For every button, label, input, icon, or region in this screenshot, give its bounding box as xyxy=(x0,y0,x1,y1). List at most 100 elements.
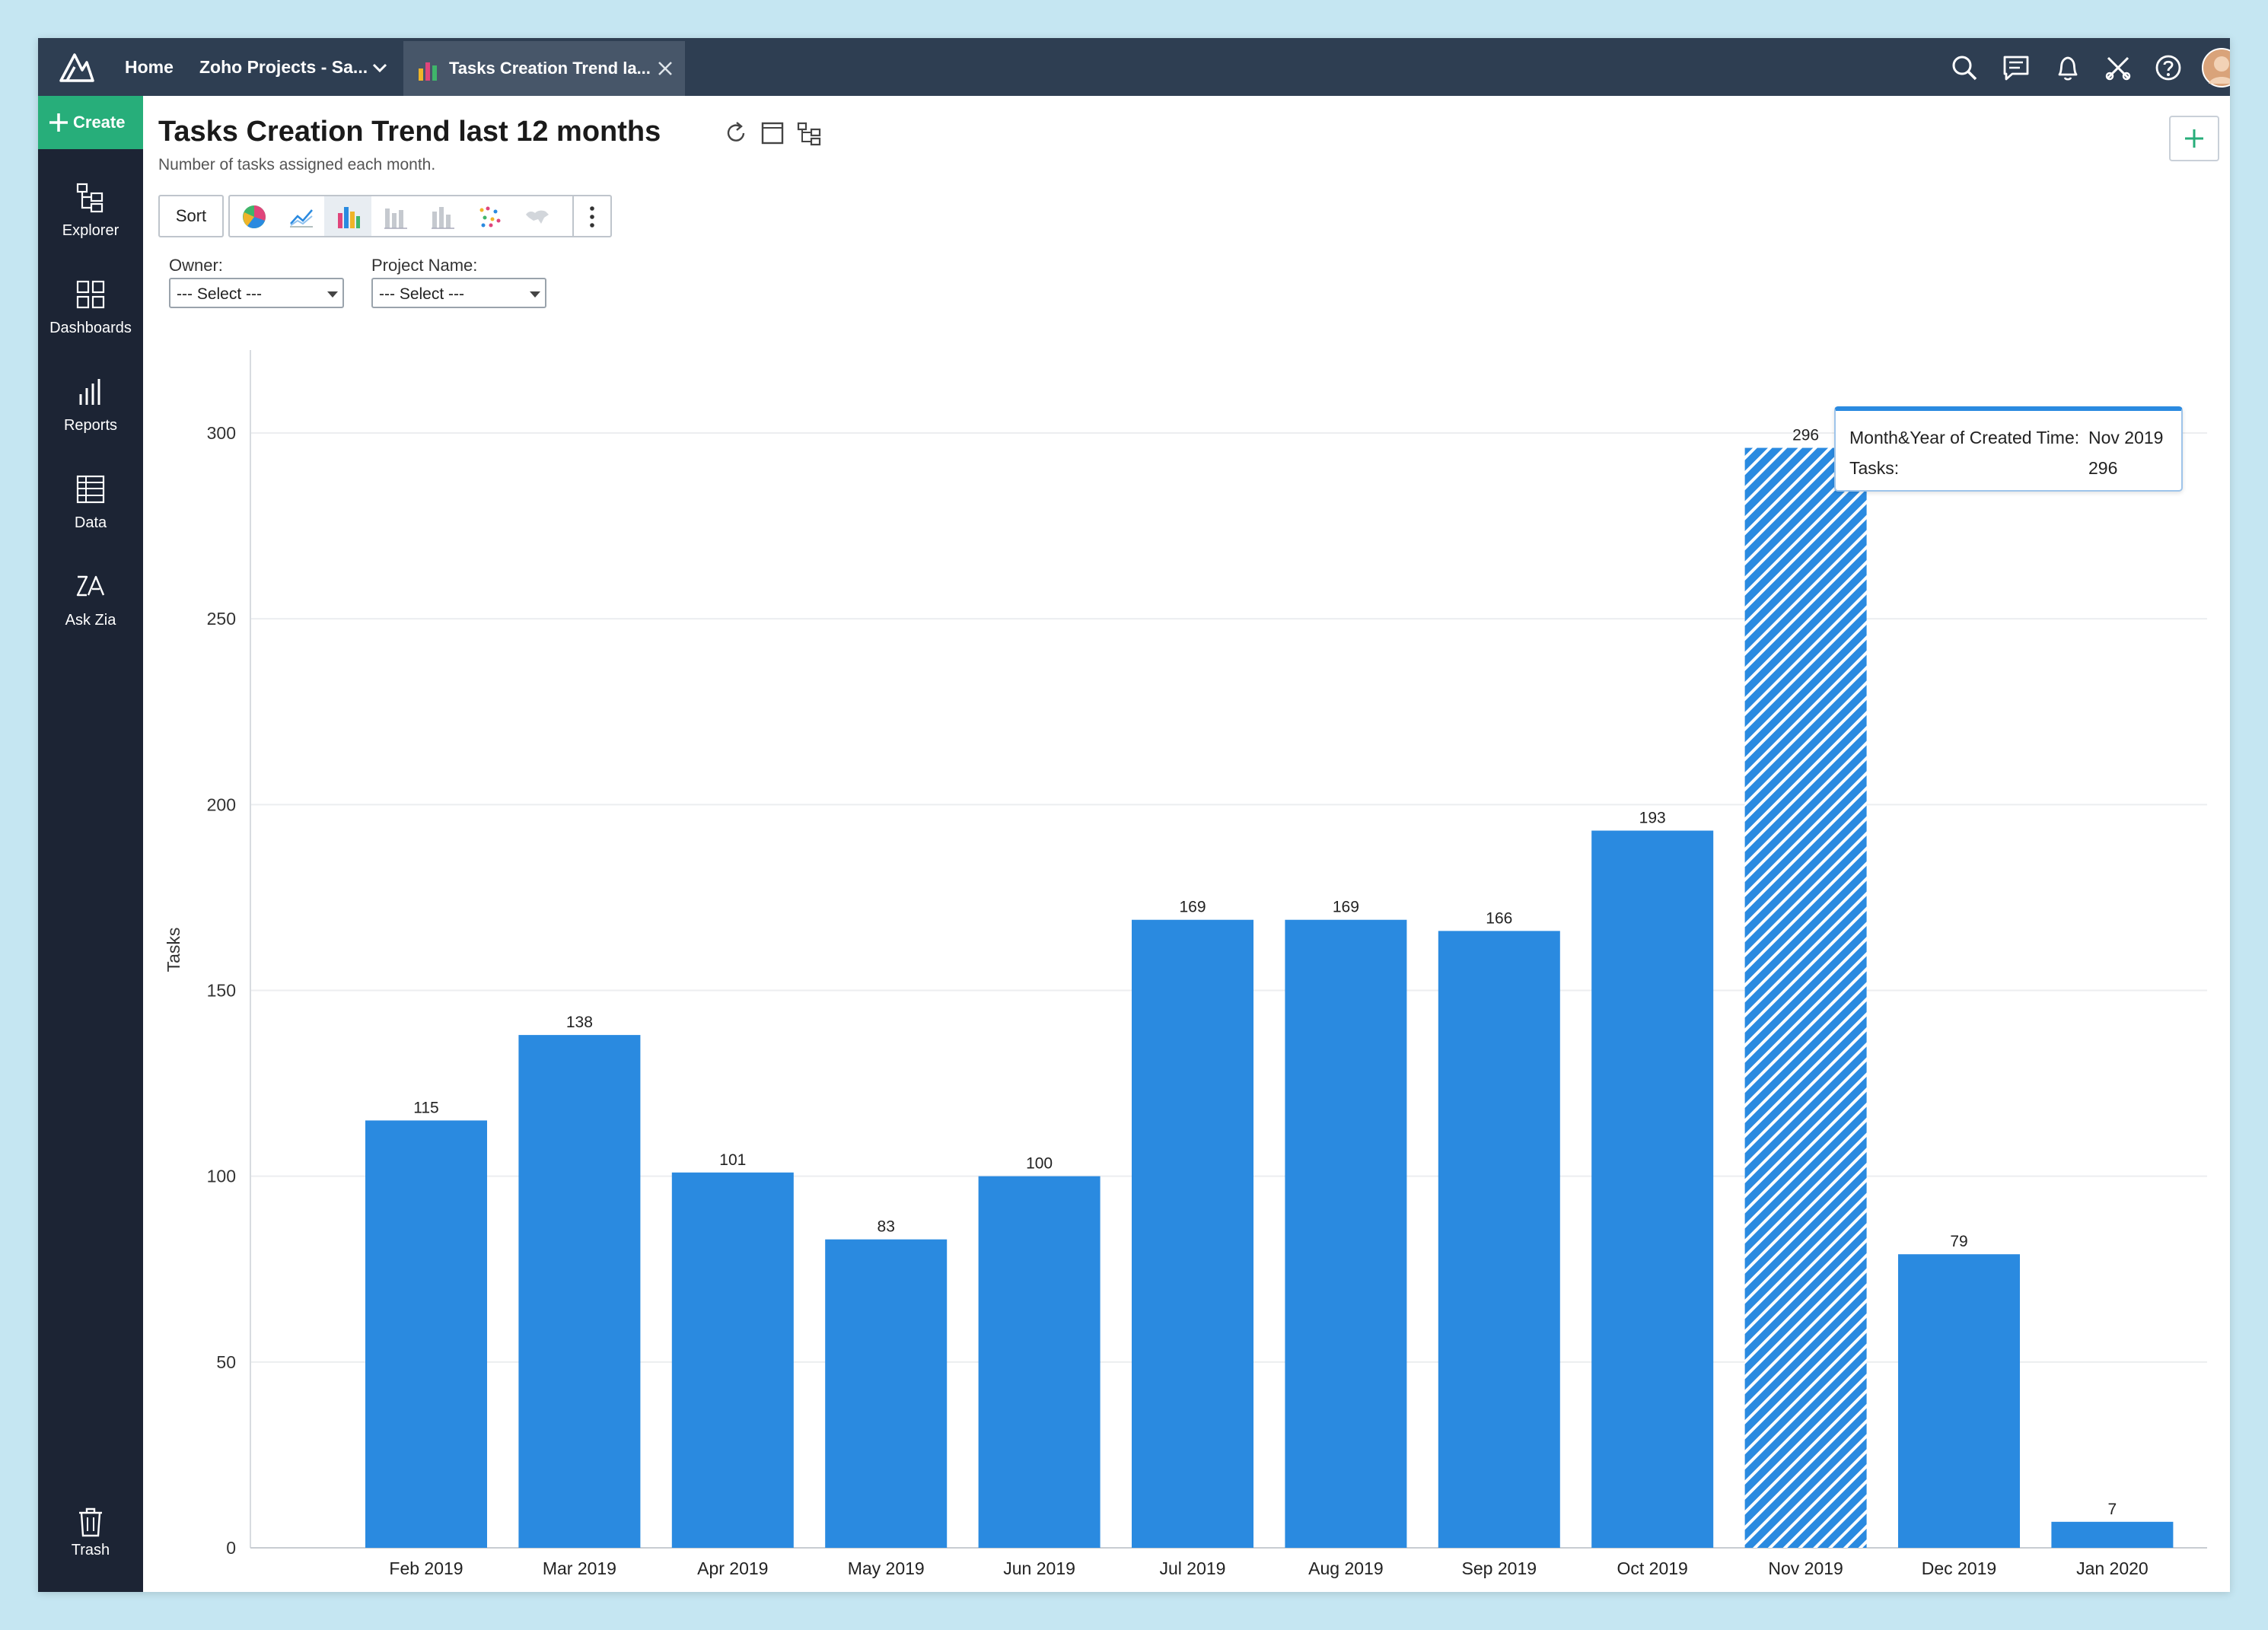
sidebar-item-label: Data xyxy=(74,514,107,531)
owner-select-value: --- Select --- xyxy=(177,285,262,303)
chart-type-percent-bar[interactable] xyxy=(419,196,466,236)
tooltip-key: Month&Year of Created Time: xyxy=(1849,428,2080,447)
sort-button[interactable]: Sort xyxy=(158,195,224,237)
page-subtitle: Number of tasks assigned each month. xyxy=(158,156,436,174)
page-title: Tasks Creation Trend last 12 months xyxy=(158,116,661,148)
data-label: 169 xyxy=(1333,899,1359,916)
fullscreen-icon[interactable] xyxy=(760,120,785,146)
sidebar-item-reports[interactable]: Reports xyxy=(38,367,143,450)
project-select[interactable]: --- Select --- xyxy=(371,278,546,308)
tooltip-key: Tasks: xyxy=(1849,458,1900,478)
bar-jun-2019[interactable] xyxy=(978,1176,1101,1548)
tab-tasks-creation-trend[interactable]: Tasks Creation Trend la... xyxy=(403,41,685,96)
chat-icon[interactable] xyxy=(2002,53,2031,82)
y-tick-label: 100 xyxy=(207,1167,236,1186)
chart-tooltip: Month&Year of Created Time: Nov 2019 Tas… xyxy=(1834,406,2183,492)
x-tick-label: Jul 2019 xyxy=(1160,1558,1226,1578)
dashboards-icon xyxy=(76,280,105,309)
bar-mar-2019[interactable] xyxy=(518,1035,641,1548)
bar-may-2019[interactable] xyxy=(825,1239,948,1548)
map-chart-icon xyxy=(526,210,549,224)
sidebar-item-label: Trash xyxy=(71,1542,110,1558)
chart-type-map[interactable] xyxy=(513,196,560,236)
data-label: 83 xyxy=(878,1218,895,1236)
data-label: 101 xyxy=(719,1151,746,1169)
data-label: 166 xyxy=(1486,909,1512,927)
x-tick-label: Nov 2019 xyxy=(1768,1558,1843,1578)
create-label: Create xyxy=(73,113,126,132)
home-link[interactable]: Home xyxy=(125,57,174,77)
sidebar-item-label: Reports xyxy=(63,417,118,434)
sidebar-item-ask-zia[interactable]: Ask Zia xyxy=(38,562,143,645)
x-tick-label: Aug 2019 xyxy=(1308,1558,1383,1578)
explorer-icon xyxy=(76,183,104,213)
sidebar-item-dashboards[interactable]: Dashboards xyxy=(38,269,143,353)
more-options-button[interactable] xyxy=(572,196,610,236)
bar-aug-2019[interactable] xyxy=(1285,919,1407,1548)
sidebar-item-explorer[interactable]: Explorer xyxy=(38,172,143,256)
owner-filter-label: Owner: xyxy=(169,256,223,275)
sidebar-item-trash[interactable]: Trash xyxy=(38,1496,143,1580)
bar-oct-2019[interactable] xyxy=(1591,830,1714,1548)
sidebar-item-label: Ask Zia xyxy=(65,612,116,629)
percent-bar-icon xyxy=(432,207,454,229)
x-tick-label: Feb 2019 xyxy=(389,1558,463,1578)
avatar[interactable] xyxy=(2201,47,2230,88)
bell-icon[interactable] xyxy=(2053,53,2082,82)
workspace-link[interactable]: Zoho Projects - Sa... xyxy=(199,57,368,77)
plus-icon xyxy=(49,113,68,132)
chart-type-scatter[interactable] xyxy=(466,196,513,236)
y-tick-label: 150 xyxy=(207,981,236,1001)
sidebar-item-label: Explorer xyxy=(62,222,119,239)
create-button[interactable]: Create xyxy=(38,96,143,149)
sidebar-item-data[interactable]: Data xyxy=(38,464,143,548)
bar-jan-2020[interactable] xyxy=(2051,1521,2174,1548)
tooltip-value: Nov 2019 xyxy=(2088,428,2164,447)
data-label: 193 xyxy=(1639,810,1666,827)
trash-icon xyxy=(79,1507,102,1537)
bar-chart: 0 50 100 150 200 250 300 115 138 101 83 100 169 169 1… xyxy=(164,350,2207,1578)
bar-jul-2019[interactable] xyxy=(1132,919,1253,1548)
tools-icon[interactable] xyxy=(2104,53,2133,82)
help-icon[interactable] xyxy=(2154,53,2183,82)
close-icon[interactable] xyxy=(656,59,674,78)
chart-type-bar[interactable] xyxy=(324,196,371,236)
chevron-down-icon xyxy=(530,291,540,298)
data-label: 138 xyxy=(566,1014,593,1031)
x-tick-label: May 2019 xyxy=(848,1558,925,1578)
tab-label: Tasks Creation Trend la... xyxy=(449,59,651,78)
owner-select[interactable]: --- Select --- xyxy=(169,278,344,308)
bar-dec-2019[interactable] xyxy=(1898,1254,2020,1548)
pie-chart-icon xyxy=(243,205,266,228)
refresh-icon[interactable] xyxy=(723,120,749,146)
bar-apr-2019[interactable] xyxy=(671,1172,794,1548)
data-label: 169 xyxy=(1179,899,1206,916)
top-bar: Home Zoho Projects - Sa... Tasks Creatio… xyxy=(38,38,2230,96)
reports-icon xyxy=(79,379,100,405)
chevron-down-icon[interactable] xyxy=(370,58,390,78)
x-tick-label: Oct 2019 xyxy=(1617,1558,1688,1578)
y-axis-title: Tasks xyxy=(164,928,183,973)
project-select-value: --- Select --- xyxy=(379,285,464,303)
chart-type-line[interactable] xyxy=(277,196,324,236)
data-label: 296 xyxy=(1792,427,1819,444)
line-chart-icon xyxy=(290,209,313,228)
plus-icon xyxy=(2185,129,2203,148)
bar-feb-2019[interactable] xyxy=(365,1120,487,1548)
chart-type-pie[interactable] xyxy=(230,196,277,236)
lineage-icon[interactable] xyxy=(796,120,822,146)
chart-type-stacked-bar[interactable] xyxy=(371,196,419,236)
tooltip-value: 296 xyxy=(2088,458,2118,478)
data-label: 100 xyxy=(1026,1155,1053,1173)
kebab-menu-icon xyxy=(590,206,594,228)
zoho-analytics-logo-icon[interactable] xyxy=(56,47,96,87)
chart-type-selector xyxy=(228,195,612,237)
bar-sep-2019[interactable] xyxy=(1438,931,1560,1548)
add-widget-button[interactable] xyxy=(2169,116,2219,161)
sidebar-item-label: Dashboards xyxy=(49,320,132,336)
y-tick-label: 250 xyxy=(207,609,236,629)
search-icon[interactable] xyxy=(1950,53,1979,82)
bar-nov-2019[interactable] xyxy=(1744,447,1867,1548)
data-label: 79 xyxy=(1950,1233,1967,1250)
data-label: 7 xyxy=(2108,1501,2117,1518)
